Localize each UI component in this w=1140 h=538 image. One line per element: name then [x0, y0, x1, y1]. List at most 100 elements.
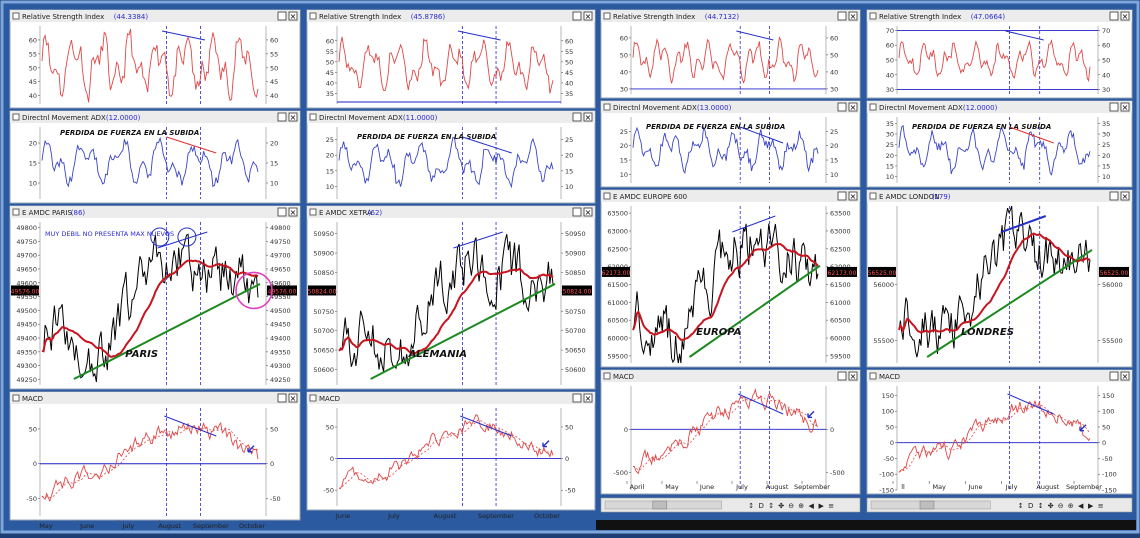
adx-panel: Directnl Movement ADX (13.0000) × 25 25 20 20 1… — [600, 100, 861, 188]
toolbar-button[interactable]: ↕ — [1018, 502, 1024, 510]
toolbar-button[interactable]: ↕ — [768, 502, 774, 510]
maximize-icon[interactable] — [837, 191, 847, 201]
toolbar-button[interactable]: ↕ — [748, 502, 754, 510]
rsi-current-value: (44.7132) — [705, 13, 740, 21]
toolbar-button[interactable]: ↕ — [1038, 502, 1044, 510]
y-tick-right: -50 — [270, 495, 281, 503]
macd-panel: MACD × 0 0 -500 -500 — [600, 369, 861, 495]
toolbar-button[interactable]: ▶ — [1088, 502, 1094, 510]
y-tick-right: 50850 — [565, 269, 586, 277]
maximize-icon[interactable] — [837, 102, 847, 112]
panel-menu-icon[interactable] — [869, 372, 877, 380]
toolbar-button[interactable]: ✤ — [778, 502, 784, 510]
panel-menu-icon[interactable] — [603, 12, 611, 20]
maximize-icon[interactable] — [277, 393, 287, 403]
toolbar-button[interactable]: ▶ — [819, 502, 825, 510]
last-price-label-bg — [308, 285, 336, 296]
toolbar-button[interactable]: ◀ — [809, 502, 815, 510]
y-tick-right: 50 — [565, 58, 573, 66]
adx-panel: Directnl Movement ADX (12.0000) × 35 35 30 30 2… — [866, 100, 1133, 188]
toolbar-button[interactable]: D — [759, 502, 764, 510]
panel-menu-icon[interactable] — [869, 12, 877, 20]
price-title: E AMDC EUROPE 600 — [613, 193, 687, 201]
macd-divergence-line — [1007, 393, 1054, 415]
close-icon[interactable] — [583, 112, 593, 122]
close-icon[interactable] — [1120, 191, 1130, 201]
y-tick-left: 50850 — [313, 269, 334, 277]
close-icon[interactable] — [848, 102, 858, 112]
y-tick-left: 50 — [886, 57, 894, 65]
panel-menu-icon[interactable] — [309, 394, 317, 402]
y-tick-right: -100 — [1102, 471, 1117, 479]
close-icon[interactable] — [848, 371, 858, 381]
panel-menu-icon[interactable] — [12, 208, 20, 216]
y-tick-left: 20 — [620, 142, 628, 150]
toolbar-button[interactable]: ◀ — [1078, 502, 1084, 510]
y-tick-right: 0 — [270, 460, 274, 468]
maximize-icon[interactable] — [837, 11, 847, 21]
close-icon[interactable] — [288, 112, 298, 122]
panel-menu-icon[interactable] — [12, 113, 20, 121]
maximize-icon[interactable] — [277, 207, 287, 217]
close-icon[interactable] — [1120, 11, 1130, 21]
adx-panel-frame — [306, 110, 596, 204]
panel-menu-icon[interactable] — [869, 192, 877, 200]
panel-menu-icon[interactable] — [603, 192, 611, 200]
maximize-icon[interactable] — [572, 393, 582, 403]
close-icon[interactable] — [1120, 102, 1130, 112]
toolbar-button[interactable]: ⊕ — [798, 502, 804, 510]
panel-menu-icon[interactable] — [603, 372, 611, 380]
y-tick-left: 25 — [886, 141, 894, 149]
title-bar — [601, 10, 860, 22]
maximize-icon[interactable] — [572, 207, 582, 217]
y-tick-left: 40 — [326, 79, 334, 87]
maximize-icon[interactable] — [1109, 191, 1119, 201]
scrollbar-thumb[interactable] — [919, 500, 935, 510]
toolbar-button[interactable]: ≡ — [1098, 502, 1104, 510]
y-tick-left: 49300 — [16, 362, 37, 370]
panel-menu-icon[interactable] — [309, 208, 317, 216]
toolbar-button[interactable]: ⊕ — [1068, 502, 1074, 510]
panel-menu-icon[interactable] — [12, 12, 20, 20]
panel-menu-icon[interactable] — [309, 12, 317, 20]
maximize-icon[interactable] — [572, 11, 582, 21]
adx-panel: Directnl Movement ADX (12.0000) × 20 20 15 15 1… — [9, 110, 301, 204]
panel-menu-icon[interactable] — [309, 113, 317, 121]
close-icon[interactable] — [1120, 371, 1130, 381]
y-tick-left: 49450 — [16, 321, 37, 329]
panel-menu-icon[interactable] — [603, 103, 611, 111]
toolbar-button[interactable]: ⊖ — [788, 502, 794, 510]
close-icon[interactable] — [848, 191, 858, 201]
panel-menu-icon[interactable] — [869, 103, 877, 111]
maximize-icon[interactable] — [572, 112, 582, 122]
maximize-icon[interactable] — [277, 11, 287, 21]
maximize-icon[interactable] — [1109, 11, 1119, 21]
close-icon[interactable] — [583, 11, 593, 21]
adx-divergence-line — [740, 126, 784, 144]
close-icon[interactable] — [848, 11, 858, 21]
close-icon[interactable] — [288, 11, 298, 21]
y-tick-left: 50750 — [313, 308, 334, 316]
close-icon[interactable] — [288, 207, 298, 217]
toolbar-button[interactable]: ⊖ — [1058, 502, 1064, 510]
x-tick-label: August — [1036, 483, 1059, 491]
macd-title: MACD — [22, 395, 43, 403]
close-glyph: × — [850, 372, 857, 381]
maximize-icon[interactable] — [1109, 102, 1119, 112]
close-glyph: × — [585, 12, 592, 21]
toolbar-button[interactable]: ✤ — [1048, 502, 1054, 510]
close-icon[interactable] — [288, 393, 298, 403]
close-icon[interactable] — [583, 393, 593, 403]
toolbar-button[interactable]: ≡ — [828, 502, 834, 510]
maximize-icon[interactable] — [277, 112, 287, 122]
maximize-icon[interactable] — [1109, 371, 1119, 381]
y-tick-left: 49550 — [16, 293, 37, 301]
scrollbar-thumb[interactable] — [652, 500, 668, 510]
maximize-icon[interactable] — [837, 371, 847, 381]
y-tick-left: 0 — [33, 460, 37, 468]
last-price-label-bg — [267, 285, 297, 296]
panel-menu-icon[interactable] — [12, 394, 20, 402]
toolbar-button[interactable]: D — [1028, 502, 1033, 510]
y-tick-right: 55 — [270, 50, 278, 58]
close-icon[interactable] — [583, 207, 593, 217]
